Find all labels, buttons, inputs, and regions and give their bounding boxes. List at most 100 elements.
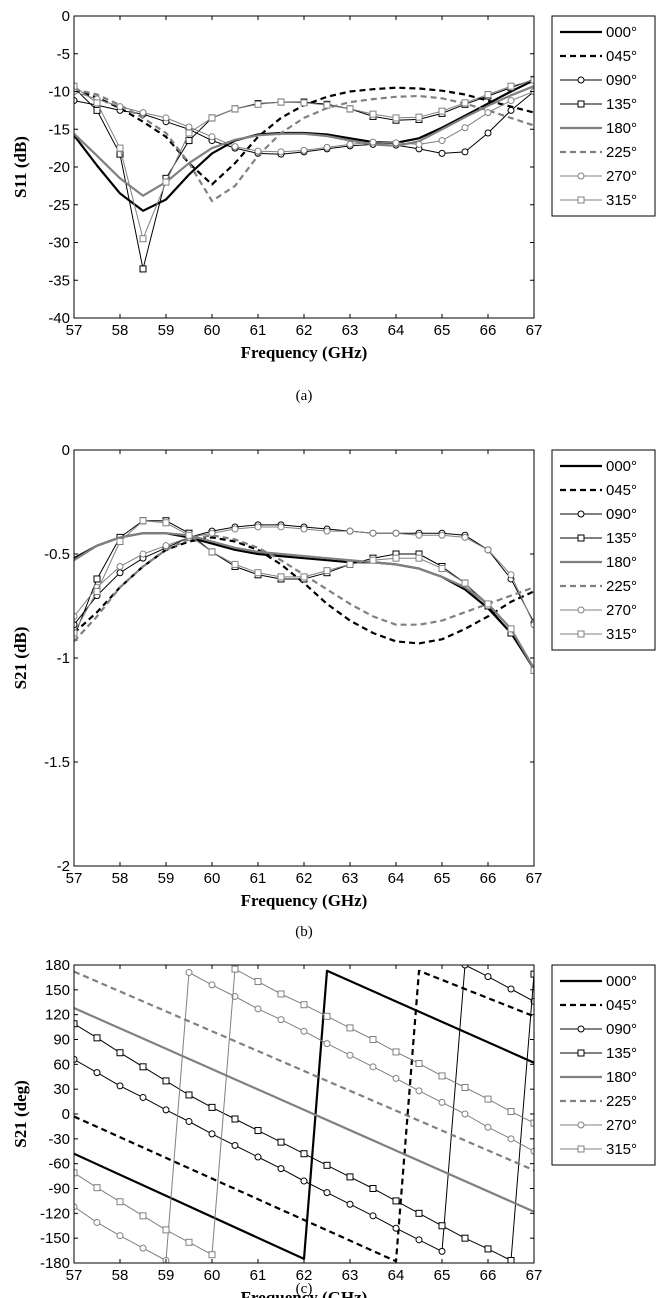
series-line-4 xyxy=(74,1006,534,1213)
y-tick-label: -90 xyxy=(48,1181,70,1198)
data-point xyxy=(369,1063,377,1071)
data-point xyxy=(323,143,331,151)
data-point xyxy=(93,106,101,114)
data-point xyxy=(277,1016,285,1024)
x-tick-label: 63 xyxy=(342,322,359,339)
data-point xyxy=(300,1001,308,1009)
data-point xyxy=(185,1117,193,1125)
data-point xyxy=(323,101,331,109)
data-point xyxy=(346,1173,354,1181)
data-point xyxy=(162,1077,170,1085)
figure-caption: (b) xyxy=(295,924,313,940)
legend-label: 225° xyxy=(606,144,637,161)
data-point xyxy=(438,531,446,539)
data-point xyxy=(346,105,354,113)
data-point xyxy=(507,106,515,114)
x-tick-label: 65 xyxy=(434,1267,451,1284)
data-point xyxy=(116,1232,124,1240)
data-point xyxy=(208,1251,216,1259)
series-line-4 xyxy=(74,85,534,197)
data-point xyxy=(277,523,285,531)
data-point xyxy=(300,573,308,581)
legend: 000° 045° 090° 135° 180° 225° 270° 315° xyxy=(551,15,656,217)
data-point xyxy=(74,629,78,637)
y-axis-label: S21 (dB) xyxy=(11,627,30,690)
data-point xyxy=(139,517,147,525)
data-point xyxy=(74,1055,78,1063)
x-tick-label: 61 xyxy=(250,1267,267,1284)
data-point xyxy=(208,548,216,556)
data-point xyxy=(74,97,78,105)
data-point xyxy=(254,1005,262,1013)
x-tick-label: 67 xyxy=(526,322,543,339)
x-tick-label: 66 xyxy=(480,870,497,887)
data-point xyxy=(438,1247,446,1255)
data-point xyxy=(323,527,331,535)
series-group xyxy=(74,965,534,1263)
data-point xyxy=(392,529,400,537)
data-point xyxy=(415,1087,423,1095)
data-point xyxy=(139,265,147,273)
legend-marker xyxy=(577,1025,585,1033)
data-point xyxy=(484,91,492,99)
x-tick-label: 61 xyxy=(250,322,267,339)
data-point xyxy=(507,985,515,993)
data-point xyxy=(369,1212,377,1220)
data-point xyxy=(139,235,147,243)
legend-marker xyxy=(577,510,585,518)
x-tick-label: 65 xyxy=(434,322,451,339)
data-point xyxy=(530,621,534,629)
x-tick-label: 62 xyxy=(296,322,313,339)
data-point xyxy=(139,1063,147,1071)
y-axis-label: S11 (dB) xyxy=(11,136,30,198)
y-tick-label: 30 xyxy=(53,1081,70,1098)
legend: 000° 045° 090° 135° 180° 225° 270° 315° xyxy=(551,964,656,1166)
data-point xyxy=(461,1084,469,1092)
data-point xyxy=(74,1169,78,1177)
data-point xyxy=(231,1141,239,1149)
data-point xyxy=(162,542,170,550)
data-point xyxy=(277,98,285,106)
data-point xyxy=(254,569,262,577)
data-point xyxy=(116,1082,124,1090)
data-point xyxy=(231,1115,239,1123)
data-point xyxy=(461,579,469,587)
x-tick-label: 62 xyxy=(296,870,313,887)
data-point xyxy=(185,123,193,131)
data-point xyxy=(507,82,515,90)
legend-marker xyxy=(577,76,585,84)
legend-label: 315° xyxy=(606,1141,637,1158)
data-point xyxy=(93,1034,101,1042)
legend-marker xyxy=(577,606,585,614)
y-tick-label: 150 xyxy=(45,982,70,999)
data-point xyxy=(461,965,469,969)
legend-label: 225° xyxy=(606,578,637,595)
data-point xyxy=(74,612,78,620)
data-point xyxy=(507,625,515,633)
data-point xyxy=(323,567,331,575)
y-tick-label: -120 xyxy=(40,1205,70,1222)
data-point xyxy=(346,1024,354,1032)
data-point xyxy=(530,970,534,978)
data-point xyxy=(277,1165,285,1173)
data-point xyxy=(208,529,216,537)
data-point xyxy=(208,1103,216,1111)
data-point xyxy=(530,76,534,84)
x-tick-label: 58 xyxy=(112,870,129,887)
data-point xyxy=(530,666,534,674)
x-tick-label: 66 xyxy=(480,322,497,339)
data-point xyxy=(93,1069,101,1077)
data-point xyxy=(323,1161,331,1169)
data-point xyxy=(139,109,147,117)
data-point xyxy=(484,973,492,981)
data-point xyxy=(300,1150,308,1158)
y-tick-label: -2 xyxy=(57,858,70,875)
y-tick-label: -30 xyxy=(48,1131,70,1148)
legend-label: 135° xyxy=(606,530,637,547)
data-point xyxy=(139,1093,147,1101)
data-point xyxy=(139,1244,147,1252)
data-point xyxy=(162,1106,170,1114)
data-point xyxy=(116,1198,124,1206)
y-tick-label: 0 xyxy=(62,8,70,25)
data-point xyxy=(116,103,124,111)
